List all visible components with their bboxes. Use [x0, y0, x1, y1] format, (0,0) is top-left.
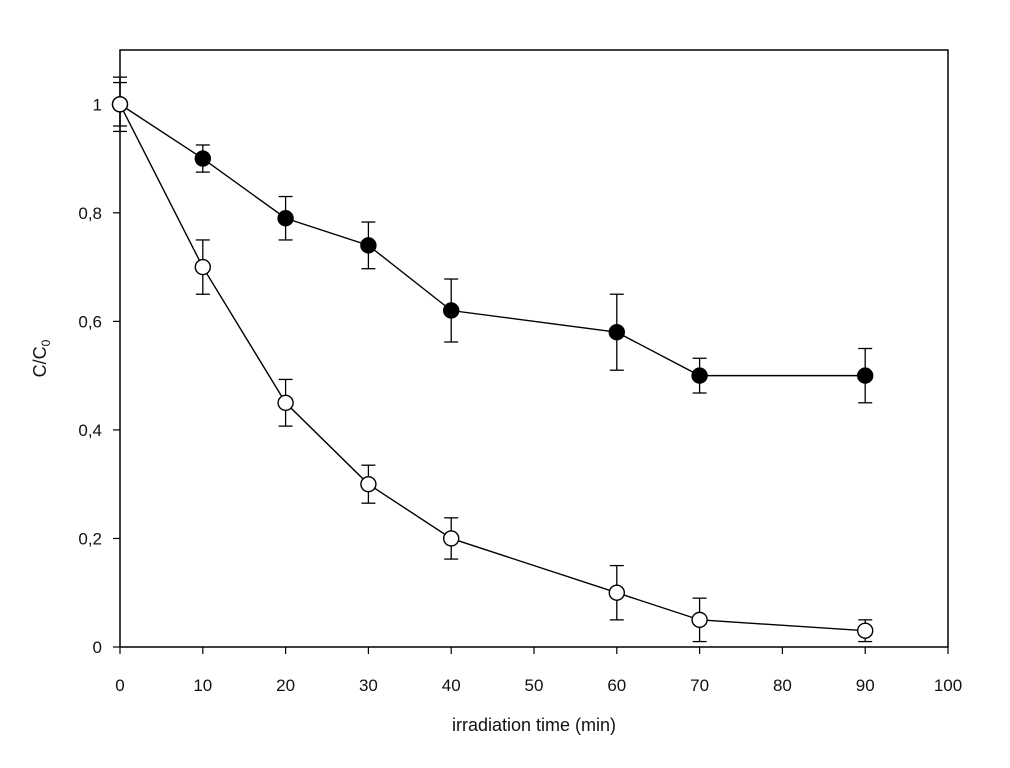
data-point-open-40 — [443, 530, 460, 547]
x-tick-label-100: 100 — [934, 676, 962, 695]
x-tick-label-50: 50 — [525, 676, 544, 695]
data-point-filled-60 — [608, 324, 625, 341]
data-point-filled-20 — [277, 210, 294, 227]
x-tick-label-80: 80 — [773, 676, 792, 695]
data-point-filled-40 — [443, 302, 460, 319]
y-tick-label-0,2: 0,2 — [78, 529, 102, 548]
x-tick-label-40: 40 — [442, 676, 461, 695]
series-filled — [111, 76, 874, 404]
y-tick-label-0,6: 0,6 — [78, 312, 102, 331]
data-point-open-90 — [857, 622, 874, 639]
data-point-open-20 — [277, 394, 294, 411]
x-tick-label-10: 10 — [193, 676, 212, 695]
x-tick-label-30: 30 — [359, 676, 378, 695]
data-point-open-30 — [360, 475, 377, 493]
data-point-open-60 — [608, 584, 625, 601]
series-open — [111, 81, 874, 643]
data-point-filled-10 — [194, 150, 212, 167]
series-layer — [111, 76, 874, 643]
plot-frame — [119, 49, 949, 648]
y-tick-label-0,8: 0,8 — [78, 204, 102, 223]
data-point-filled-90 — [857, 367, 874, 384]
y-tick-label-1: 1 — [93, 95, 102, 114]
y-axis-label-subscript: 0 — [39, 339, 53, 346]
x-tick-label-0: 0 — [115, 676, 124, 695]
y-axis-label: C/C0 — [30, 339, 53, 377]
x-tick-label-90: 90 — [856, 676, 875, 695]
x-tick-label-70: 70 — [690, 676, 709, 695]
x-tick-label-60: 60 — [607, 676, 626, 695]
x-axis-label: irradiation time (min) — [452, 715, 616, 735]
y-tick-label-0: 0 — [93, 638, 102, 657]
x-axis: 0 10 20 30 40 50 60 70 80 90 100 — [115, 647, 962, 695]
series-line-open — [119, 103, 866, 632]
y-axis: 0 0,2 0,4 0,6 0,8 1 — [78, 95, 120, 657]
x-tick-label-20: 20 — [276, 676, 295, 695]
data-point-open-70 — [691, 611, 708, 629]
y-tick-label-0,4: 0,4 — [78, 421, 102, 440]
data-point-filled-30 — [360, 237, 377, 254]
y-axis-label-main: C/C — [30, 346, 50, 377]
data-point-open-10 — [194, 258, 212, 276]
data-point-filled-70 — [691, 367, 708, 384]
series-line-filled — [119, 103, 866, 377]
data-point-open-0 — [111, 96, 129, 113]
